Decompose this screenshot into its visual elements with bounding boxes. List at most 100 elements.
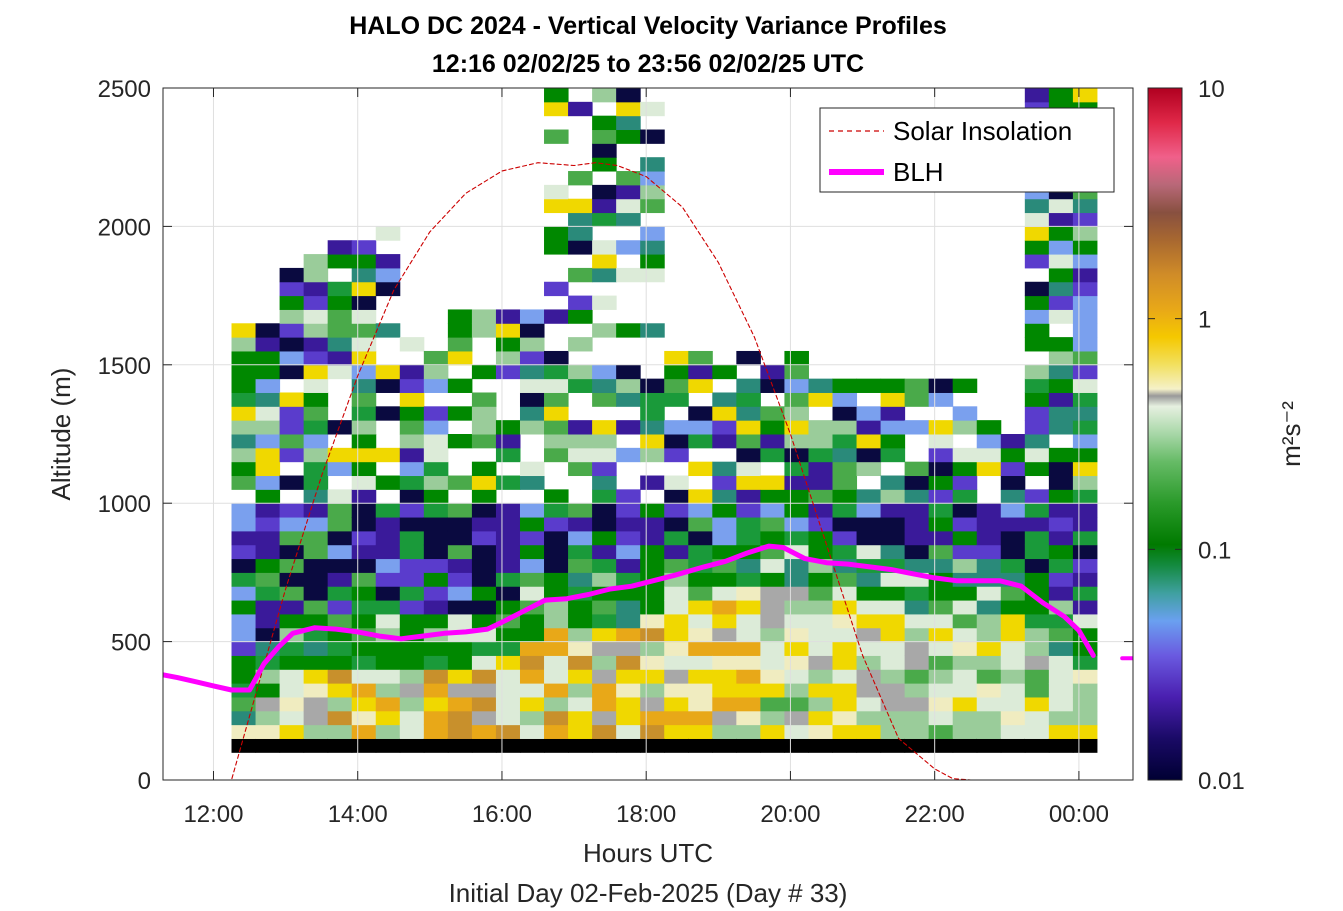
- heatmap-cell: [351, 447, 377, 463]
- heatmap-cell: [1048, 669, 1074, 684]
- heatmap-cell: [399, 337, 425, 352]
- heatmap-cell: [928, 392, 954, 407]
- heatmap-cell: [784, 350, 809, 366]
- heatmap-cell: [327, 489, 353, 504]
- heatmap-cell: [832, 655, 858, 670]
- heatmap-cell: [1024, 434, 1050, 449]
- heatmap-cell: [904, 627, 930, 643]
- heatmap-cell: [784, 530, 809, 546]
- heatmap-cell: [784, 738, 809, 753]
- heatmap-cell: [1024, 378, 1050, 393]
- heatmap-cell: [928, 586, 954, 601]
- heatmap-cell: [447, 641, 473, 656]
- heatmap-cell: [592, 364, 617, 380]
- heatmap-cell: [736, 586, 761, 601]
- heatmap-cell: [544, 683, 569, 698]
- heatmap-cell: [303, 724, 329, 739]
- heatmap-cell: [736, 350, 761, 366]
- heatmap-cell: [447, 378, 473, 393]
- heatmap-cell: [736, 420, 761, 435]
- heatmap-cell: [351, 309, 377, 324]
- heatmap-cell: [688, 613, 713, 629]
- heatmap-cell: [808, 378, 834, 393]
- heatmap-cell: [904, 724, 930, 739]
- heatmap-cell: [303, 489, 329, 504]
- heatmap-cell: [375, 447, 401, 463]
- heatmap-cell: [423, 461, 449, 477]
- heatmap-cell: [399, 406, 425, 421]
- heatmap-cell: [375, 364, 401, 380]
- heatmap-cell: [231, 406, 257, 421]
- heatmap-cell: [447, 710, 473, 726]
- heatmap-cell: [664, 447, 689, 463]
- heatmap-cell: [303, 364, 329, 380]
- heatmap-cell: [952, 447, 978, 463]
- heatmap-cell: [1048, 572, 1074, 587]
- heatmap-cell: [568, 572, 593, 587]
- heatmap-cell: [712, 503, 737, 518]
- heatmap-cell: [736, 641, 761, 656]
- heatmap-cell: [495, 710, 521, 726]
- heatmap-cell: [568, 309, 593, 324]
- heatmap-cell: [832, 641, 858, 656]
- heatmap-cell: [1072, 738, 1098, 753]
- heatmap-cell: [928, 475, 954, 490]
- heatmap-cell: [808, 392, 834, 407]
- heatmap-cell: [399, 420, 425, 435]
- heatmap-cell: [688, 683, 713, 698]
- heatmap-cell: [375, 669, 401, 684]
- heatmap-cell: [544, 738, 569, 753]
- heatmap-cell: [1048, 558, 1074, 573]
- heatmap-cell: [880, 406, 906, 421]
- heatmap-cell: [592, 738, 617, 753]
- heatmap-cell: [1000, 503, 1026, 518]
- heatmap-cell: [279, 350, 305, 366]
- heatmap-cell: [856, 641, 882, 656]
- heatmap-cell: [880, 669, 906, 684]
- heatmap-cell: [928, 447, 954, 463]
- legend-blh-label: BLH: [893, 157, 944, 187]
- heatmap-cell: [279, 600, 305, 615]
- heatmap-cell: [279, 475, 305, 490]
- heatmap-cell: [471, 572, 497, 587]
- heatmap-cell: [856, 530, 882, 546]
- heatmap-cell: [1024, 503, 1050, 518]
- heatmap-cell: [303, 558, 329, 573]
- heatmap-cell: [880, 434, 906, 449]
- heatmap-cell: [760, 434, 785, 449]
- heatmap-cell: [592, 517, 617, 532]
- heatmap-cell: [231, 586, 257, 601]
- heatmap-cell: [856, 710, 882, 726]
- heatmap-cell: [976, 420, 1002, 435]
- axes-box: [162, 87, 1134, 781]
- heatmap-cell: [1072, 572, 1098, 587]
- heatmap-cell: [519, 613, 545, 629]
- heatmap-cell: [952, 683, 978, 698]
- heatmap-cell: [303, 600, 329, 615]
- heatmap-cell: [928, 461, 954, 477]
- heatmap-cell: [279, 281, 305, 297]
- heatmap-cell: [544, 544, 569, 560]
- heatmap-cell: [568, 627, 593, 643]
- heatmap-cell: [544, 226, 569, 241]
- heatmap-cell: [640, 710, 665, 726]
- heatmap-cell: [568, 558, 593, 573]
- heatmap-cell: [640, 226, 665, 241]
- heatmap-cell: [544, 309, 569, 324]
- heatmap-cell: [231, 434, 257, 449]
- heatmap-cell: [447, 738, 473, 753]
- heatmap-cell: [327, 710, 353, 726]
- heatmap-cell: [231, 558, 257, 573]
- heatmap-cell: [1048, 392, 1074, 407]
- heatmap-cell: [592, 600, 617, 615]
- heatmap-cell: [327, 337, 353, 352]
- heatmap-cell: [447, 406, 473, 421]
- heatmap-cell: [423, 641, 449, 656]
- heatmap-cell: [303, 420, 329, 435]
- colorbar-tick-label: 1: [1198, 307, 1211, 334]
- heatmap-cell: [736, 627, 761, 643]
- heatmap-cell: [519, 572, 545, 587]
- heatmap-cell: [375, 475, 401, 490]
- heatmap-cell: [568, 295, 593, 310]
